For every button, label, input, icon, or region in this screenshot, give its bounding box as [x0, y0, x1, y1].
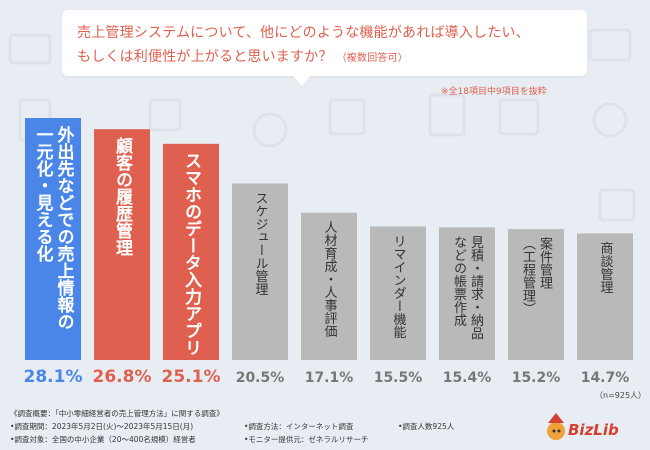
category-label-3: スマホのデータ入力アプリ [181, 152, 202, 356]
question-bubble: 売上管理システムについて、他にどのような機能があれば導入したい、 もしくは利便性… [62, 10, 587, 76]
survey-method: •調査方法：インターネット調査 [244, 422, 354, 431]
survey-count: •調査人数925人 [398, 422, 455, 431]
value-label-8: 15.2% [512, 370, 561, 386]
sample-size: （n=925人） [595, 391, 647, 400]
value-label-3: 25.1% [162, 367, 221, 387]
category-label-8: （工程管理） [520, 237, 536, 315]
category-label-4: スケジュール管理 [253, 191, 269, 295]
category-label-7: などの帳票作成 [451, 235, 467, 327]
category-label-5: 人材育成・人事評価 [322, 221, 338, 338]
bizlib-logo [547, 413, 565, 440]
survey-title: 《調査概要：「中小零細経営者の売上管理方法」に関する調査》 [10, 409, 224, 418]
value-label-9: 14.7% [581, 370, 630, 386]
question-line2-text: もしくは利便性が上がると思いますか？ [77, 49, 333, 65]
value-label-5: 17.1% [305, 370, 354, 386]
value-label-6: 15.5% [374, 370, 423, 386]
bar-1 [25, 118, 81, 360]
bar-5 [301, 212, 357, 360]
category-label-1: 一元化・見える化 [33, 126, 55, 262]
question-line2: もしくは利便性が上がると思いますか？ （複数回答可） [77, 46, 408, 66]
bar-2 [94, 129, 150, 360]
bar-6 [370, 226, 426, 360]
category-label-9: 商談管理 [598, 241, 614, 293]
bar-8 [508, 229, 564, 360]
background-icons [8, 28, 636, 222]
logo-text: BizLib [568, 421, 619, 439]
footer: 《調査概要：「中小零細経営者の売上管理方法」に関する調査》 •調査期間：2023… [0, 402, 650, 450]
category-label-6: リマインダー機能 [391, 235, 407, 339]
excerpt-note: ※全18項目中9項目を抜粋 [441, 87, 547, 97]
category-label-2: 顧客の履歴管理 [112, 136, 134, 256]
survey-monitor: •モニター提供元：ゼネラルリサーチ [244, 435, 369, 444]
bar-4 [232, 183, 288, 360]
survey-target: •調査対象：全国の中小企業（20～400名規模）経営者 [10, 435, 196, 444]
bar-9 [577, 233, 633, 360]
survey-period: •調査期間：2023年5月2日(火)～2023年5月15日(月) [10, 422, 194, 431]
value-label-7: 15.4% [443, 370, 492, 386]
bar-7 [439, 227, 495, 360]
value-label-4: 20.5% [236, 370, 285, 386]
question-sub: （複数回答可） [336, 53, 409, 64]
value-label-2: 26.8% [93, 367, 152, 387]
category-label-1: 外出先などでの売上情報の [54, 125, 75, 330]
category-label-8: 案件管理 [537, 237, 553, 289]
category-label-7: 見積・請求・納品 [468, 235, 484, 339]
value-label-1: 28.1% [24, 367, 83, 387]
bar-3 [163, 143, 219, 360]
bubble-tail [292, 74, 312, 86]
question-line1: 売上管理システムについて、他にどのような機能があれば導入したい、 [77, 25, 530, 41]
